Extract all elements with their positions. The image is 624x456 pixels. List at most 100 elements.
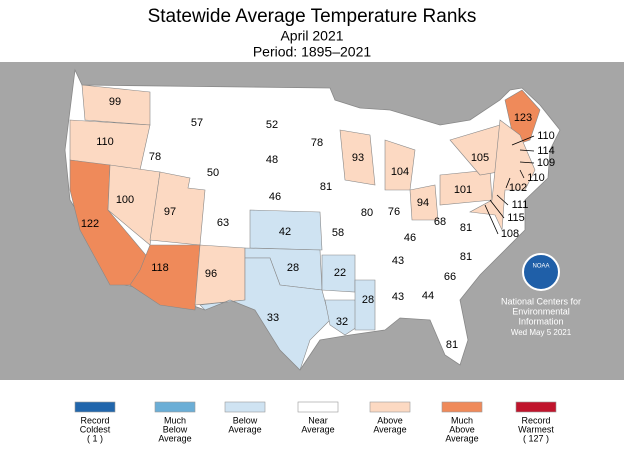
state-rank: 109: [537, 157, 555, 169]
legend-swatch: [515, 401, 557, 413]
legend-label: Above: [377, 415, 403, 425]
state-rank: 28: [287, 262, 299, 274]
legend-label: Much: [164, 415, 186, 425]
state-rank: 46: [404, 232, 416, 244]
legend-label: Average: [445, 433, 478, 443]
credit-line: Wed May 5 2021: [511, 328, 572, 337]
credit-line: National Centers for: [501, 296, 581, 306]
state-rank: 81: [460, 251, 472, 263]
state-rank: 52: [266, 119, 278, 131]
leader-line: [484, 204, 499, 235]
state-region: [324, 299, 361, 336]
state-rank: 94: [417, 197, 429, 209]
leader-line: [505, 177, 511, 189]
state-region: [409, 184, 439, 221]
subtitle: April 2021: [280, 28, 343, 44]
legend-label: Average: [373, 424, 406, 434]
state-rank: 44: [422, 290, 434, 302]
state-rank: 43: [392, 255, 404, 267]
noaa-logo-text: NOAA: [532, 264, 549, 270]
state-region: [199, 257, 331, 371]
noaa-logo: [522, 253, 560, 291]
legend-swatch: [154, 401, 196, 413]
state-rank: 104: [391, 166, 409, 178]
legend-label: ( 127 ): [523, 433, 549, 443]
legend-label: Record: [80, 415, 109, 425]
credit-line: Environmental: [512, 306, 570, 316]
leader-line: [519, 149, 535, 152]
legend-label: Much: [451, 415, 473, 425]
state-rank: 22: [334, 267, 346, 279]
legend-label: Below: [233, 415, 258, 425]
leader-line: [519, 169, 525, 179]
legend-swatch: [369, 401, 411, 413]
state-rank: 78: [149, 151, 161, 163]
leader-line: [496, 194, 509, 206]
legend-swatch: [441, 401, 483, 413]
state-rank: 105: [471, 152, 489, 164]
state-rank: 28: [362, 294, 374, 306]
state-rank: 110: [527, 172, 545, 184]
legend-label: Near: [308, 415, 328, 425]
legend-label: Record: [521, 415, 550, 425]
state-rank: 81: [460, 222, 472, 234]
state-rank: 80: [361, 207, 373, 219]
state-rank: 66: [444, 271, 456, 283]
state-rank: 57: [191, 117, 203, 129]
period: Period: 1895–2021: [253, 44, 372, 60]
legend-label: ( 1 ): [87, 433, 103, 443]
state-rank: 43: [392, 291, 404, 303]
state-rank: 93: [352, 152, 364, 164]
state-rank: 108: [501, 228, 519, 240]
state-rank: 33: [267, 312, 279, 324]
state-region: [469, 119, 536, 232]
legend-swatch: [297, 401, 339, 413]
title: Statewide Average Temperature Ranks: [148, 6, 477, 27]
state-rank: 102: [509, 182, 527, 194]
leader-line: [519, 161, 535, 164]
state-rank: 46: [269, 191, 281, 203]
legend-label: Below: [163, 424, 188, 434]
state-rank: 96: [205, 268, 217, 280]
legend-label: Coldest: [80, 424, 111, 434]
state-rank: 63: [217, 217, 229, 229]
state-region: [149, 171, 206, 246]
state-region: [339, 129, 376, 186]
legend-label: Above: [449, 424, 475, 434]
state-rank: 114: [537, 145, 555, 157]
state-rank: 115: [507, 212, 525, 224]
state-region: [354, 279, 376, 331]
legend-label: Average: [301, 424, 334, 434]
state-rank: 110: [537, 130, 555, 142]
state-rank: 123: [514, 112, 532, 124]
state-rank: 110: [96, 136, 114, 148]
state-rank: 32: [336, 316, 348, 328]
state-rank: 111: [512, 199, 529, 211]
credit-line: Information: [518, 316, 563, 326]
state-rank: 58: [332, 227, 344, 239]
legend-label: Average: [158, 433, 191, 443]
state-rank: 42: [279, 226, 291, 238]
state-region: [249, 209, 323, 251]
state-rank: 118: [151, 262, 169, 274]
legend-label: Average: [228, 424, 261, 434]
state-rank: 78: [311, 137, 323, 149]
state-rank: 76: [388, 206, 400, 218]
state-rank: 68: [434, 216, 446, 228]
state-rank: 81: [320, 181, 332, 193]
leader-line: [511, 135, 535, 146]
legend-swatch: [224, 401, 266, 413]
leader-line: [489, 199, 505, 219]
state-rank: 50: [207, 167, 219, 179]
legend-label: Warmest: [518, 424, 554, 434]
state-rank: 97: [164, 206, 176, 218]
state-rank: 100: [116, 194, 134, 206]
state-rank: 122: [81, 218, 99, 230]
state-rank: 101: [454, 184, 472, 196]
state-rank: 81: [446, 339, 458, 351]
state-rank: 99: [109, 96, 121, 108]
state-rank: 48: [266, 154, 278, 166]
state-region: [194, 244, 246, 306]
legend-swatch: [74, 401, 116, 413]
